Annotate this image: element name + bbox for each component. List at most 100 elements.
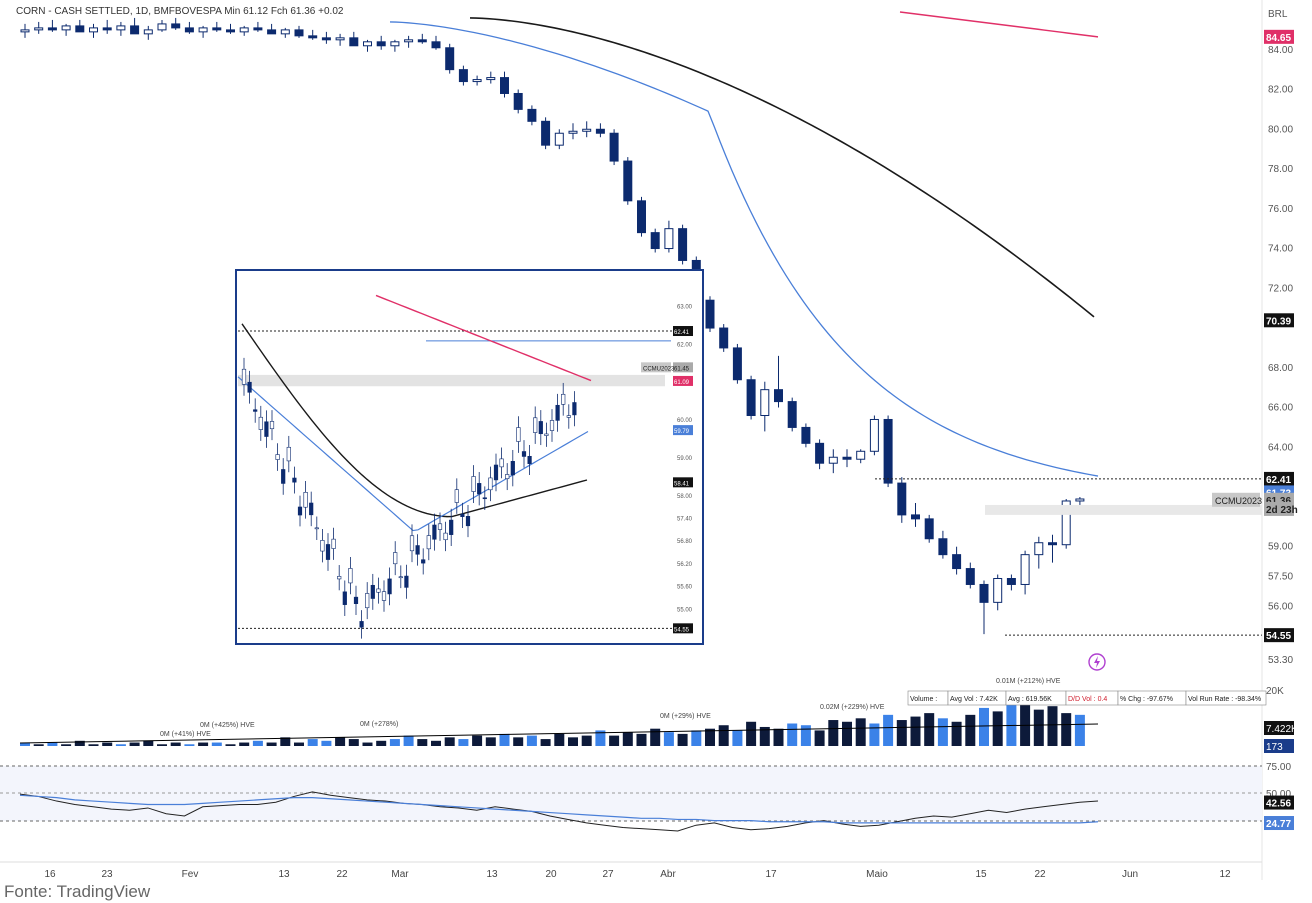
volume-bar [691, 730, 702, 746]
inset-candle [415, 534, 420, 566]
indicator-tick: 50.00 [1266, 789, 1291, 800]
price-label: 70.39 [1264, 313, 1294, 328]
candle [184, 21, 194, 34]
candle [102, 19, 112, 34]
volume-bar [115, 744, 126, 746]
volume-bar [855, 718, 866, 746]
volume-bar [362, 742, 373, 746]
volume-bar [965, 714, 976, 746]
candle [609, 129, 619, 166]
volume-info-cell [1185, 690, 1267, 706]
candle [924, 514, 934, 543]
volume-bar [540, 739, 551, 746]
volume-bar [294, 742, 304, 746]
candle [321, 31, 331, 44]
time-tick-label: 13 [278, 869, 290, 880]
time-axis[interactable]: 16 23 Fev 13 22 Mar 13 20 27 Abr 17 Maio 15 22 Jun 12 [0, 861, 1262, 880]
volume-bar [595, 730, 606, 746]
inset-candle [477, 472, 482, 506]
volume-bar [869, 723, 880, 746]
volume-bar [47, 742, 58, 746]
session-band [985, 504, 1262, 515]
candle [719, 324, 729, 352]
candle [801, 423, 811, 448]
candle [1048, 534, 1057, 563]
inset-candle [365, 582, 370, 620]
time-tick-label: Maio [866, 869, 888, 880]
price-tick-label: 76.00 [1268, 204, 1293, 215]
volume-bar [979, 707, 989, 746]
time-tick-label: 17 [765, 869, 777, 880]
inset-candle [353, 585, 359, 616]
volume-bar [677, 733, 688, 746]
inset-candle [505, 463, 510, 491]
candle [171, 17, 181, 30]
inset-candle [241, 357, 247, 396]
lightning-icon[interactable] [1088, 653, 1106, 671]
inset-candle [549, 409, 555, 442]
volume-bar [389, 739, 400, 746]
volume-bar [211, 742, 222, 746]
candle [637, 196, 646, 237]
candle [938, 530, 948, 559]
inset-candle [286, 435, 291, 473]
price-tick-label: 80.00 [1268, 124, 1293, 135]
volume-bar [609, 735, 620, 746]
inset-candle [544, 422, 549, 447]
inset-candle [488, 466, 493, 502]
candle [568, 123, 578, 140]
volume-bar [663, 732, 674, 746]
price-axis[interactable]: 84.00 82.00 80.00 78.00 76.00 74.00 72.00 68.00… [1212, 9, 1298, 666]
candle [363, 39, 372, 52]
svg-text:173: 173 [1266, 742, 1283, 753]
svg-text:59.79: 59.79 [674, 429, 690, 435]
svg-text:58.41: 58.41 [674, 481, 690, 487]
candle [869, 415, 879, 456]
candle [308, 29, 318, 40]
svg-text:62.41: 62.41 [674, 330, 690, 336]
svg-text:61.09: 61.09 [674, 380, 690, 386]
candle [1075, 497, 1085, 505]
volume-bar [431, 740, 441, 746]
volume-bar [307, 739, 318, 746]
time-tick-label: Fev [182, 869, 199, 880]
inset-tick-label: 62.00 [677, 343, 693, 349]
main-price-pane[interactable] [20, 11, 1262, 636]
inset-candle [521, 440, 527, 468]
price-tick-label: 84.00 [1268, 45, 1293, 56]
candle [1034, 536, 1044, 569]
candle [815, 439, 825, 470]
time-tick-label: Mar [391, 869, 409, 880]
svg-text:61.45: 61.45 [674, 366, 690, 372]
inset-candle [471, 465, 476, 503]
svg-text:42.56: 42.56 [1266, 799, 1291, 810]
volume-bar [828, 720, 839, 746]
volume-bar [1033, 709, 1044, 746]
inset-candle [314, 516, 319, 541]
volume-annotation: 0.01M (+212%) HVE [996, 678, 1061, 685]
candle [47, 19, 57, 32]
volume-bar [348, 739, 359, 746]
inset-tick-label: 55.60 [677, 585, 693, 591]
inset-ma-slow [241, 323, 588, 518]
time-tick-label: Jun [1122, 869, 1138, 880]
volume-bar [568, 737, 578, 746]
candle [75, 19, 85, 33]
inset-candle [264, 410, 269, 448]
price-label: 84.65 [1264, 29, 1294, 44]
volume-bar [581, 735, 592, 746]
inset-tick-label: 60.00 [677, 418, 693, 424]
volume-bar [472, 735, 483, 746]
candle [458, 65, 468, 86]
candle [993, 574, 1003, 611]
inset-candle [533, 406, 538, 444]
candle [294, 25, 304, 38]
candle [541, 117, 551, 150]
candle [404, 35, 414, 48]
volume-bar [266, 742, 277, 746]
inset-candle [359, 610, 364, 639]
inset-candle [538, 410, 543, 446]
candle [664, 220, 674, 253]
volume-bar [335, 737, 346, 746]
